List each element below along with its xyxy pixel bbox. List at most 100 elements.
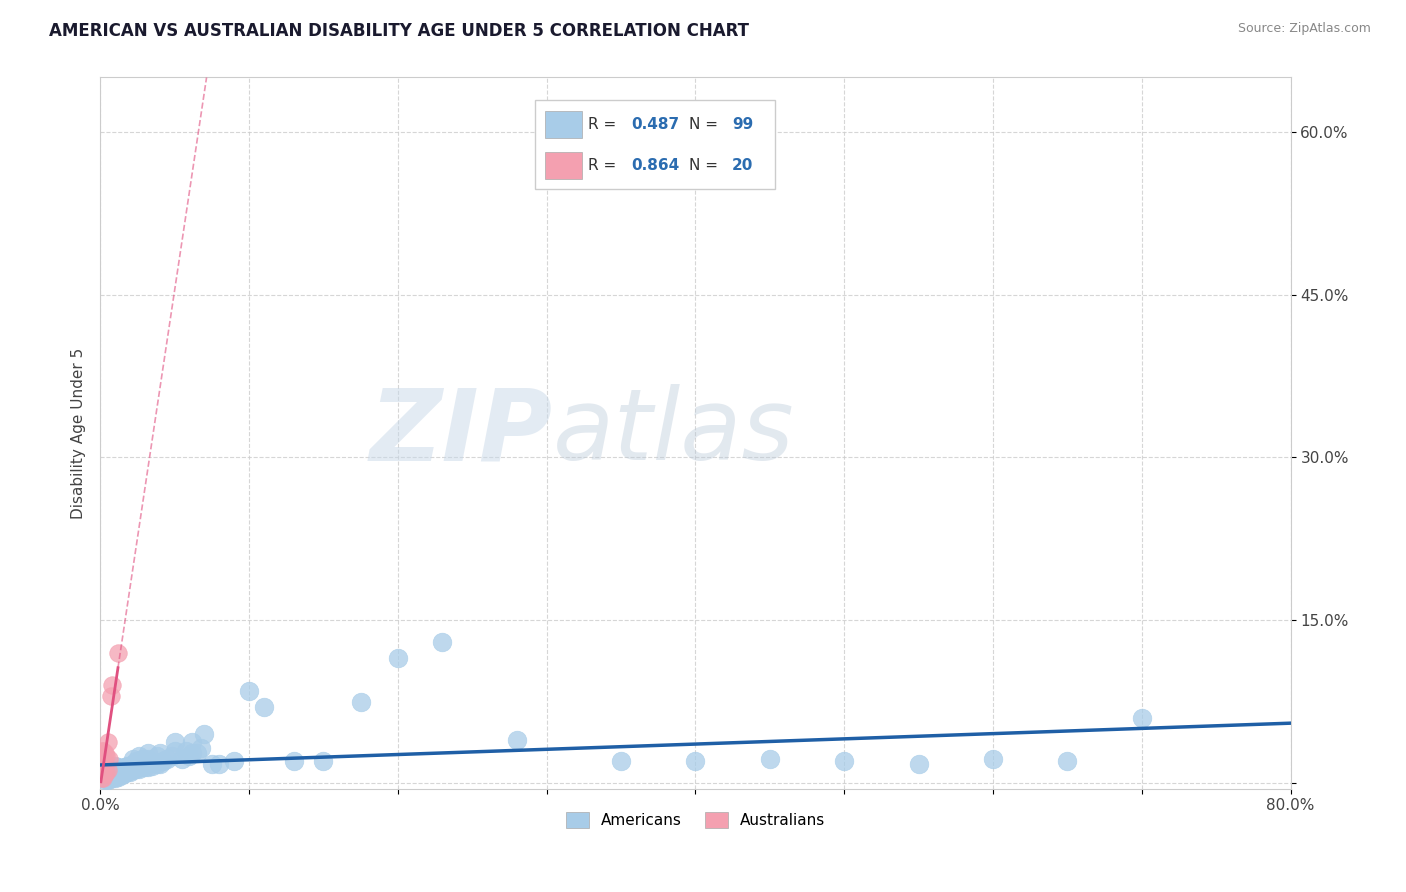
Text: 20: 20 bbox=[733, 158, 754, 173]
Point bbox=[91, 771, 114, 785]
Point bbox=[121, 756, 143, 771]
Point bbox=[208, 756, 231, 771]
Point bbox=[131, 760, 153, 774]
Point bbox=[222, 755, 245, 769]
Point bbox=[110, 767, 132, 781]
Point bbox=[103, 765, 125, 780]
Point bbox=[107, 646, 129, 660]
Point bbox=[163, 735, 186, 749]
Point bbox=[98, 768, 121, 782]
Point bbox=[107, 760, 129, 774]
Point bbox=[190, 741, 212, 756]
Point bbox=[125, 762, 148, 776]
Point bbox=[136, 760, 159, 774]
Point bbox=[156, 752, 179, 766]
Point bbox=[125, 755, 148, 769]
Point bbox=[201, 756, 224, 771]
Point bbox=[100, 767, 122, 781]
Point bbox=[108, 768, 131, 782]
Point bbox=[1056, 755, 1078, 769]
Point bbox=[115, 765, 138, 780]
Point bbox=[312, 755, 335, 769]
Point bbox=[100, 690, 122, 704]
Text: R =: R = bbox=[588, 117, 621, 132]
Point bbox=[97, 762, 120, 776]
Point bbox=[101, 678, 124, 692]
Point bbox=[105, 768, 128, 782]
Point bbox=[94, 768, 117, 782]
Point bbox=[97, 766, 120, 780]
Point bbox=[94, 765, 117, 780]
Text: ZIP: ZIP bbox=[370, 384, 553, 482]
Point bbox=[758, 752, 780, 766]
Text: AMERICAN VS AUSTRALIAN DISABILITY AGE UNDER 5 CORRELATION CHART: AMERICAN VS AUSTRALIAN DISABILITY AGE UN… bbox=[49, 22, 749, 40]
Point bbox=[97, 735, 120, 749]
Text: 99: 99 bbox=[733, 117, 754, 132]
Point bbox=[98, 764, 121, 779]
Point bbox=[93, 770, 115, 784]
Point bbox=[91, 763, 114, 777]
Point bbox=[121, 763, 143, 777]
Point bbox=[90, 752, 112, 766]
Text: 0.487: 0.487 bbox=[631, 117, 679, 132]
Text: atlas: atlas bbox=[553, 384, 794, 482]
Legend: Americans, Australians: Americans, Australians bbox=[560, 806, 831, 834]
Point bbox=[610, 755, 633, 769]
Point bbox=[93, 746, 115, 760]
Point bbox=[112, 766, 135, 780]
Point bbox=[145, 756, 167, 771]
Point bbox=[111, 768, 134, 782]
Point bbox=[685, 755, 707, 769]
Point bbox=[94, 763, 117, 777]
Text: 0.864: 0.864 bbox=[631, 158, 679, 173]
FancyBboxPatch shape bbox=[536, 100, 775, 189]
Point bbox=[149, 746, 172, 760]
Point bbox=[179, 748, 201, 763]
Point bbox=[91, 743, 114, 757]
Point bbox=[107, 765, 129, 780]
Point bbox=[128, 748, 150, 763]
Point bbox=[193, 727, 215, 741]
Point bbox=[145, 748, 167, 763]
Point bbox=[91, 767, 114, 781]
Point bbox=[90, 771, 112, 785]
Point bbox=[163, 743, 186, 757]
Point bbox=[981, 752, 1004, 766]
Point bbox=[907, 756, 929, 771]
Point bbox=[101, 761, 124, 775]
Point bbox=[112, 761, 135, 775]
Text: N =: N = bbox=[689, 158, 723, 173]
Point bbox=[93, 767, 115, 781]
Point bbox=[1130, 711, 1153, 725]
Point bbox=[98, 752, 121, 766]
FancyBboxPatch shape bbox=[546, 152, 582, 178]
Point bbox=[832, 755, 855, 769]
Point bbox=[283, 755, 305, 769]
Text: N =: N = bbox=[689, 117, 723, 132]
Point bbox=[349, 695, 371, 709]
Point bbox=[97, 763, 120, 777]
Point bbox=[432, 635, 454, 649]
Point bbox=[90, 760, 112, 774]
Point bbox=[181, 735, 204, 749]
Point bbox=[149, 756, 172, 771]
Point bbox=[128, 755, 150, 769]
FancyBboxPatch shape bbox=[546, 111, 582, 137]
Point bbox=[114, 766, 136, 780]
Point bbox=[110, 762, 132, 776]
Point bbox=[118, 758, 141, 772]
Point bbox=[186, 746, 208, 760]
Point bbox=[93, 765, 115, 780]
Point bbox=[103, 770, 125, 784]
Point bbox=[136, 746, 159, 760]
Point bbox=[97, 772, 120, 787]
Point bbox=[104, 758, 127, 772]
Point bbox=[94, 772, 117, 786]
Point bbox=[91, 755, 114, 769]
Point bbox=[105, 764, 128, 779]
Point bbox=[101, 771, 124, 785]
Point bbox=[100, 771, 122, 785]
Point bbox=[121, 752, 143, 766]
Point bbox=[107, 770, 129, 784]
Point bbox=[97, 770, 120, 784]
